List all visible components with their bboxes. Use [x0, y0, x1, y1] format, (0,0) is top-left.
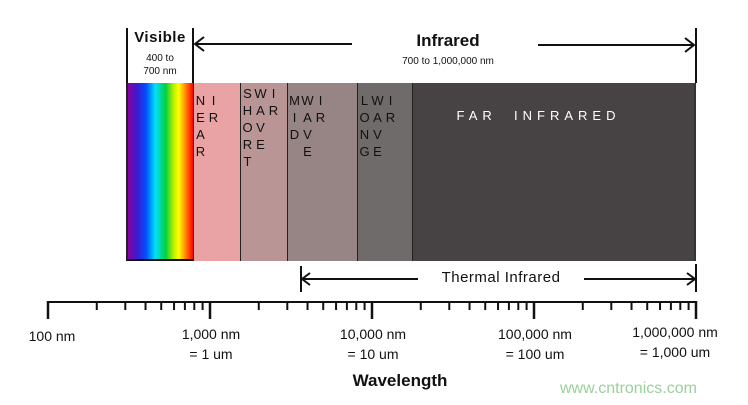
tick-label-line1: 100,000 nm	[498, 326, 572, 342]
tick-label-1000000nm: 1,000,000 nm = 1,000 um	[632, 322, 718, 362]
tick-label-line2: = 100 um	[505, 346, 565, 362]
tick-label-line2: = 1,000 um	[639, 344, 711, 360]
wavelength-axis	[46, 301, 698, 319]
band-far-infrared: FAR INFRARED	[412, 83, 696, 261]
tick-label-100000nm: 100,000 nm = 100 um	[498, 324, 572, 364]
infrared-range: 700 to 1,000,000 nm	[402, 56, 494, 67]
band-label: NEAR IR	[193, 93, 221, 161]
thermal-arrow-left	[300, 266, 418, 292]
tick-label-line1: 10,000 nm	[339, 326, 407, 342]
axis-title: Wavelength	[352, 371, 448, 390]
band-label: MID WAVE IR	[287, 93, 328, 161]
tick-label-line2: = 10 um	[347, 346, 399, 362]
visible-range: 400 to 700 nm	[143, 53, 177, 77]
band-near-ir: NEAR IR	[193, 83, 240, 261]
infrared-divider-right	[695, 28, 697, 83]
band-label: LONG WAVE IR	[357, 93, 398, 161]
tick-label-line1: 1,000 nm	[181, 326, 241, 342]
band-label: SHORT WAVE IR	[240, 86, 281, 171]
visible-divider-right	[192, 28, 194, 83]
infrared-title: Infrared	[416, 31, 480, 50]
band-long-wave-ir: LONG WAVE IR	[357, 83, 412, 261]
thermal-arrow-right	[584, 264, 697, 292]
tick-label-line1: 100 nm	[28, 328, 76, 344]
tick-label-10000nm: 10,000 nm = 10 um	[340, 324, 406, 364]
band-label: FAR INFRARED	[456, 108, 621, 123]
tick-label-line1: 1,000,000 nm	[632, 324, 718, 340]
tick-label-1000nm: 1,000 nm = 1 um	[182, 324, 240, 364]
band-short-wave-ir: SHORT WAVE IR	[240, 83, 287, 261]
band-mid-wave-ir: MID WAVE IR	[287, 83, 357, 261]
tick-label-line2: = 1 um	[189, 346, 233, 362]
infrared-arrow-left	[193, 36, 352, 52]
infrared-arrow-right	[538, 37, 696, 53]
visible-divider-left	[126, 28, 128, 83]
tick-label-100nm: 100 nm	[29, 326, 76, 346]
visible-title: Visible	[134, 29, 186, 46]
visible-spectrum-band	[126, 83, 193, 261]
watermark: www.cntronics.com	[560, 380, 697, 397]
thermal-infrared-label: Thermal Infrared	[441, 269, 561, 286]
